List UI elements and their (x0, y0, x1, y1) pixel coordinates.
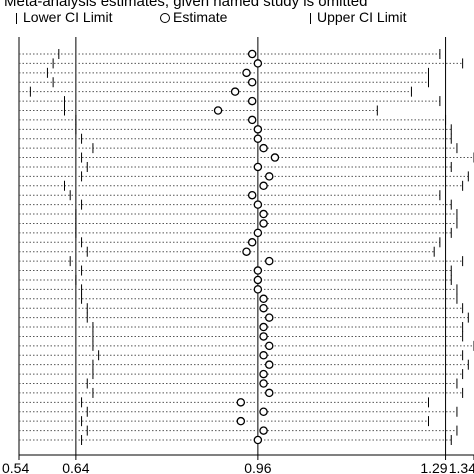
estimate-point (259, 303, 268, 313)
x-tick-label: 0.54 (2, 460, 29, 474)
legend-item-upper: Upper CI Limit (310, 9, 406, 25)
x-tick-label: 0.64 (62, 460, 89, 474)
estimate-point (253, 200, 263, 209)
legend-label-upper: Upper CI Limit (317, 9, 407, 25)
legend-item-lower: Lower CI Limit (16, 9, 112, 25)
legend-label-lower: Lower CI Limit (23, 9, 113, 25)
estimate-point (264, 360, 274, 369)
estimate-point (264, 388, 274, 398)
estimate-point (259, 322, 268, 332)
estimate-point (253, 266, 263, 275)
estimate-point (259, 426, 268, 435)
estimate-point (259, 219, 268, 228)
estimate-point (253, 162, 263, 172)
estimate-point (259, 332, 268, 341)
x-tick-label: 1.34 (449, 460, 474, 474)
estimate-point (247, 115, 257, 125)
estimate-point (253, 228, 263, 238)
estimate-point (259, 407, 268, 417)
estimate-point (236, 398, 246, 407)
legend-item-estimate: Estimate (160, 9, 227, 25)
x-tick-label: 1.29 (420, 460, 447, 474)
estimate-point (253, 125, 263, 134)
legend-circle-icon (160, 13, 170, 24)
estimate-point (253, 435, 263, 445)
estimate-point (259, 181, 268, 191)
estimate-point (247, 96, 257, 106)
estimate-point (247, 190, 257, 200)
estimate-point (264, 172, 274, 181)
estimate-point (264, 256, 274, 266)
estimate-point (270, 153, 280, 162)
estimate-point (259, 379, 268, 388)
estimate-point (259, 351, 268, 360)
estimate-point (259, 143, 268, 153)
x-tick-label: 0.96 (244, 460, 271, 474)
estimate-point (253, 285, 263, 294)
estimate-point (230, 87, 240, 96)
estimate-point (247, 77, 257, 87)
estimate-point (253, 275, 263, 285)
estimate-point (213, 106, 223, 115)
estimate-point (247, 238, 257, 247)
estimate-point (264, 313, 274, 322)
estimate-point (253, 134, 263, 143)
chart-title: Meta-analysis estimates, given named stu… (4, 0, 368, 10)
estimate-point (259, 294, 268, 304)
estimate-point (247, 49, 257, 59)
estimate-point (242, 247, 251, 256)
legend-bar-icon (310, 12, 311, 24)
estimate-point (259, 369, 268, 379)
estimate-point (259, 209, 268, 219)
estimate-point (253, 59, 263, 68)
estimate-point (242, 68, 251, 78)
legend: Lower CI Limit Estimate Upper CI Limit (0, 9, 474, 29)
legend-bar-icon (16, 12, 17, 24)
legend-label-estimate: Estimate (173, 9, 228, 25)
estimate-point (236, 416, 246, 426)
estimate-point (264, 341, 274, 351)
